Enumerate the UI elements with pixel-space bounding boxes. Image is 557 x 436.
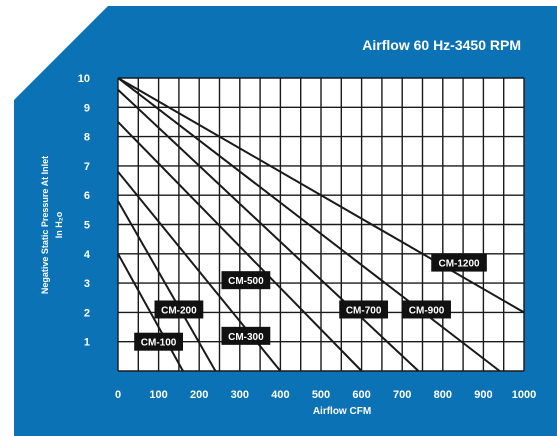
x-tick-label: 600 xyxy=(352,389,370,401)
curve-cm-200 xyxy=(117,200,217,372)
curve-label-box xyxy=(134,332,183,351)
curve-label-text: CM-1200 xyxy=(438,259,480,270)
curve-cm-100 xyxy=(117,253,184,372)
curve-label-cm-300: CM-300 xyxy=(221,326,271,345)
curve-label-text: CM-300 xyxy=(228,332,264,343)
curve-label-box xyxy=(339,300,389,319)
y-tick-label: 6 xyxy=(84,190,90,202)
curve-label-cm-900: CM-900 xyxy=(402,300,451,319)
curve-cm-500 xyxy=(117,121,363,372)
y-tick-label: 2 xyxy=(84,307,90,319)
curve-label-box xyxy=(431,253,487,272)
curve-cm-900 xyxy=(117,77,501,372)
curve-label-box xyxy=(402,300,451,319)
y-tick-label: 8 xyxy=(84,132,90,144)
y-tick-label: 10 xyxy=(78,73,90,85)
curve-label-cm-100: CM-100 xyxy=(134,332,183,351)
curve-cm-1200 xyxy=(117,77,525,314)
x-tick-label: 1000 xyxy=(512,389,536,401)
curve-label-cm-700: CM-700 xyxy=(339,300,389,319)
curve-labels: CM-100 CM-200 CM-300 CM-500 CM-700 CM-900 CM-1… xyxy=(134,253,487,351)
y-tick-label: 7 xyxy=(84,161,90,173)
curve-label-cm-200: CM-200 xyxy=(154,300,204,319)
curve-label-text: CM-100 xyxy=(141,338,177,349)
y-tick-label: 9 xyxy=(84,102,90,114)
curve-label-text: CM-200 xyxy=(161,305,197,316)
curve-label-text: CM-900 xyxy=(409,305,445,316)
y-axis-title: Negative Static Pressure At Inlet xyxy=(40,156,50,294)
curve-label-box xyxy=(154,300,204,319)
curve-label-text: CM-700 xyxy=(346,305,382,316)
x-tick-label: 700 xyxy=(393,389,411,401)
grid xyxy=(117,77,525,372)
curve-label-box xyxy=(221,271,271,290)
curve-label-box xyxy=(221,326,271,345)
curve-cm-700 xyxy=(117,88,420,372)
tick-labels: 0 100 200 300 400 500 600 700 800 900 1000 1 2 3 4 5 6 7 8… xyxy=(78,73,536,401)
curve-label-cm-1200: CM-1200 xyxy=(431,253,487,272)
x-tick-label: 400 xyxy=(271,389,289,401)
curve-label-text: CM-500 xyxy=(228,276,264,287)
x-tick-label: 100 xyxy=(149,389,167,401)
y-tick-label: 1 xyxy=(84,337,90,349)
y-tick-label: 5 xyxy=(84,220,90,232)
x-tick-label: 500 xyxy=(312,389,330,401)
y-axis-title-unit: In H₂o xyxy=(54,211,64,238)
x-tick-label: 200 xyxy=(190,389,208,401)
y-tick-label: 4 xyxy=(84,249,91,261)
curve-label-cm-500: CM-500 xyxy=(221,271,271,290)
x-tick-label: 300 xyxy=(231,389,249,401)
x-tick-label: 0 xyxy=(115,389,121,401)
x-tick-label: 900 xyxy=(474,389,492,401)
x-axis-title: Airflow CFM xyxy=(313,406,371,417)
x-tick-label: 800 xyxy=(434,389,452,401)
y-tick-label: 3 xyxy=(84,278,90,290)
chart-title: Airflow 60 Hz-3450 RPM xyxy=(362,37,521,53)
curves xyxy=(117,77,525,372)
